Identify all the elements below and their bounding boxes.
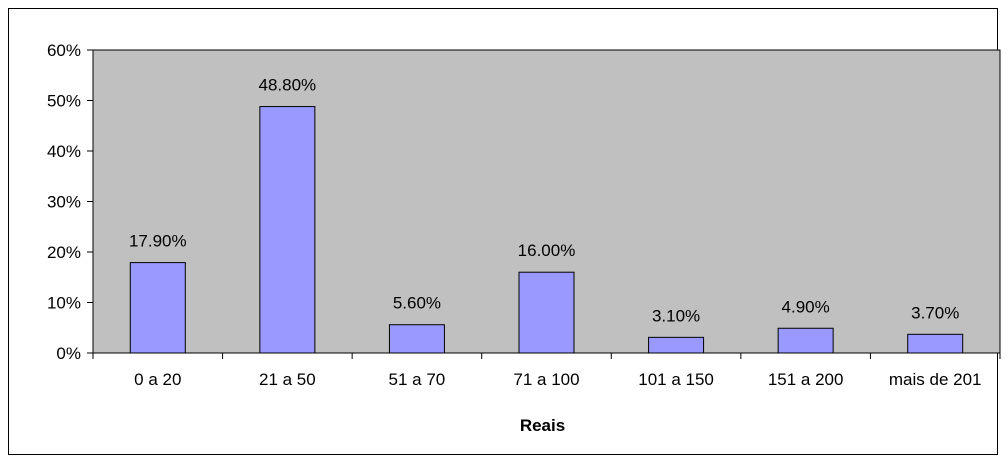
- data-label: 16.00%: [518, 241, 576, 260]
- x-tick-label: 21 a 50: [259, 370, 316, 389]
- bar: [907, 333, 964, 354]
- x-tick-label: 151 a 200: [768, 370, 844, 389]
- x-tick-label: 101 a 150: [638, 370, 714, 389]
- bar: [777, 327, 834, 354]
- x-tick-label: 71 a 100: [513, 370, 579, 389]
- bar: [648, 336, 705, 354]
- bar: [518, 271, 575, 354]
- y-tick-label: 20%: [47, 243, 81, 262]
- x-tick-label: mais de 201: [889, 370, 982, 389]
- y-tick-label: 50%: [47, 92, 81, 111]
- y-tick-label: 60%: [47, 41, 81, 60]
- x-axis: 0 a 20 21 a 50 51 a 70 71 a 100 101 a 150 151…: [92, 352, 1001, 389]
- x-tick-label: 51 a 70: [389, 370, 446, 389]
- data-label: 17.90%: [129, 232, 187, 251]
- y-axis: 0% 10% 20% 30% 40% 50% 60%: [47, 41, 94, 363]
- data-label: 4.90%: [782, 297, 830, 316]
- y-tick-label: 30%: [47, 193, 81, 212]
- y-tick-label: 10%: [47, 294, 81, 313]
- y-tick-label: 0%: [56, 344, 81, 363]
- y-tick-label: 40%: [47, 142, 81, 161]
- x-axis-title: Reais: [520, 416, 565, 435]
- bar: [388, 324, 445, 354]
- bar: [259, 106, 316, 354]
- data-label: 5.60%: [393, 294, 441, 313]
- data-labels: 17.90% 48.80% 5.60% 16.00% 3.10% 4.90% 3.70%: [129, 76, 959, 326]
- data-label: 3.10%: [652, 306, 700, 325]
- data-label: 3.70%: [911, 303, 959, 322]
- data-label: 48.80%: [259, 76, 317, 95]
- x-tick-label: 0 a 20: [134, 370, 181, 389]
- bars: [129, 106, 964, 354]
- bar: [129, 262, 186, 354]
